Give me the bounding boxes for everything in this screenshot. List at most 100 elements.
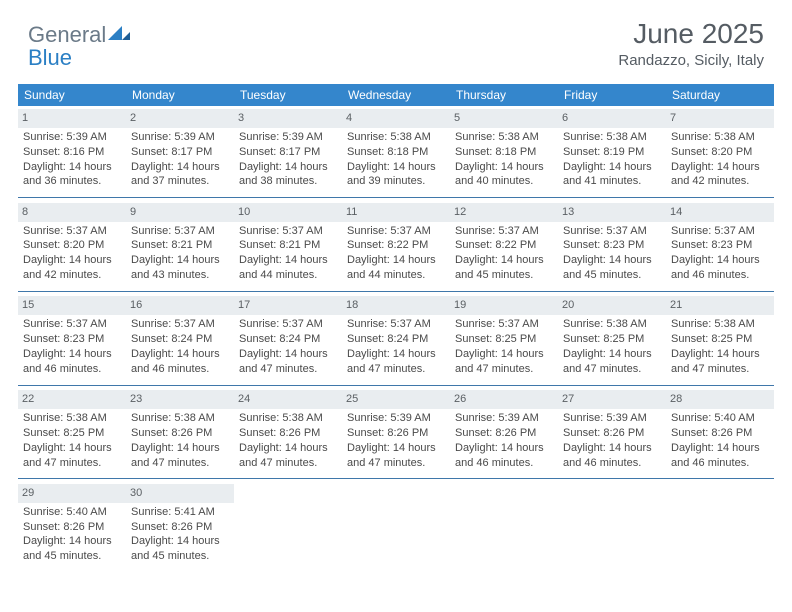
sunset-line: Sunset: 8:24 PM	[347, 332, 445, 347]
sunset-line: Sunset: 8:24 PM	[131, 332, 229, 347]
sunset-line: Sunset: 8:22 PM	[455, 238, 553, 253]
day-content: Sunrise: 5:37 AMSunset: 8:24 PMDaylight:…	[238, 317, 338, 376]
sunrise-line: Sunrise: 5:40 AM	[23, 505, 121, 520]
daylight-value: 14 hours and 42 minutes.	[671, 161, 760, 188]
sunset-line: Sunset: 8:21 PM	[239, 238, 337, 253]
sunrise-line: Sunrise: 5:37 AM	[239, 317, 337, 332]
day-content: Sunrise: 5:38 AMSunset: 8:25 PMDaylight:…	[22, 411, 122, 470]
sunset-line: Sunset: 8:26 PM	[23, 520, 121, 535]
sunrise-line: Sunrise: 5:39 AM	[239, 130, 337, 145]
daylight-value: 14 hours and 41 minutes.	[563, 161, 652, 188]
day-number: 17	[234, 296, 342, 315]
sunset-line: Sunset: 8:26 PM	[671, 426, 769, 441]
sunset-value: 8:23 PM	[603, 239, 644, 251]
day-cell: 21Sunrise: 5:38 AMSunset: 8:25 PMDayligh…	[666, 293, 774, 385]
sunrise-value: 5:37 AM	[66, 318, 106, 330]
sunset-value: 8:23 PM	[63, 333, 104, 345]
sunset-line: Sunset: 8:17 PM	[131, 145, 229, 160]
sunset-value: 8:19 PM	[603, 146, 644, 158]
day-number: 25	[342, 390, 450, 409]
weekday-header: Sunday	[18, 84, 126, 106]
day-number: 3	[234, 109, 342, 128]
sunset-line: Sunset: 8:22 PM	[347, 238, 445, 253]
daylight-line: Daylight: 14 hours and 47 minutes.	[455, 347, 553, 377]
day-cell: 7Sunrise: 5:38 AMSunset: 8:20 PMDaylight…	[666, 106, 774, 198]
sunset-line: Sunset: 8:19 PM	[563, 145, 661, 160]
sunrise-value: 5:38 AM	[174, 412, 214, 424]
day-number: 1	[18, 109, 126, 128]
sunrise-value: 5:39 AM	[606, 412, 646, 424]
daylight-line: Daylight: 14 hours and 41 minutes.	[563, 160, 661, 190]
sunset-value: 8:26 PM	[171, 427, 212, 439]
sunrise-value: 5:38 AM	[606, 318, 646, 330]
day-content: Sunrise: 5:37 AMSunset: 8:23 PMDaylight:…	[562, 224, 662, 283]
daylight-line: Daylight: 14 hours and 39 minutes.	[347, 160, 445, 190]
daylight-value: 14 hours and 47 minutes.	[563, 348, 652, 375]
sunrise-line: Sunrise: 5:38 AM	[455, 130, 553, 145]
day-content: Sunrise: 5:37 AMSunset: 8:20 PMDaylight:…	[22, 224, 122, 283]
weekday-header: Saturday	[666, 84, 774, 106]
title-block: June 2025 Randazzo, Sicily, Italy	[618, 18, 764, 69]
day-cell: 1Sunrise: 5:39 AMSunset: 8:16 PMDaylight…	[18, 106, 126, 198]
day-number: 30	[126, 484, 234, 503]
day-content: Sunrise: 5:37 AMSunset: 8:23 PMDaylight:…	[670, 224, 770, 283]
day-number: 12	[450, 203, 558, 222]
day-cell	[234, 481, 342, 572]
day-cell: 9Sunrise: 5:37 AMSunset: 8:21 PMDaylight…	[126, 200, 234, 292]
sunrise-value: 5:37 AM	[390, 225, 430, 237]
sunset-line: Sunset: 8:26 PM	[455, 426, 553, 441]
sunrise-value: 5:37 AM	[606, 225, 646, 237]
day-cell	[666, 481, 774, 572]
day-content: Sunrise: 5:37 AMSunset: 8:24 PMDaylight:…	[346, 317, 446, 376]
day-content: Sunrise: 5:39 AMSunset: 8:17 PMDaylight:…	[238, 130, 338, 189]
sunrise-value: 5:37 AM	[282, 225, 322, 237]
daylight-line: Daylight: 14 hours and 47 minutes.	[239, 441, 337, 471]
logo-text: General Blue	[28, 24, 130, 70]
sunrise-line: Sunrise: 5:38 AM	[671, 130, 769, 145]
sunset-value: 8:24 PM	[279, 333, 320, 345]
sunrise-value: 5:38 AM	[282, 412, 322, 424]
sunset-value: 8:26 PM	[279, 427, 320, 439]
sunset-value: 8:25 PM	[711, 333, 752, 345]
sunrise-value: 5:37 AM	[282, 318, 322, 330]
sunset-value: 8:24 PM	[171, 333, 212, 345]
sunrise-value: 5:37 AM	[714, 225, 754, 237]
day-content: Sunrise: 5:39 AMSunset: 8:26 PMDaylight:…	[346, 411, 446, 470]
sunset-value: 8:25 PM	[495, 333, 536, 345]
sunrise-line: Sunrise: 5:38 AM	[347, 130, 445, 145]
sunset-value: 8:18 PM	[387, 146, 428, 158]
daylight-value: 14 hours and 47 minutes.	[671, 348, 760, 375]
daylight-line: Daylight: 14 hours and 46 minutes.	[671, 441, 769, 471]
sunset-value: 8:21 PM	[171, 239, 212, 251]
sunset-value: 8:26 PM	[171, 521, 212, 533]
day-number: 15	[18, 296, 126, 315]
daylight-value: 14 hours and 40 minutes.	[455, 161, 544, 188]
day-number: 6	[558, 109, 666, 128]
daylight-line: Daylight: 14 hours and 46 minutes.	[23, 347, 121, 377]
sunrise-value: 5:38 AM	[714, 131, 754, 143]
sunrise-line: Sunrise: 5:37 AM	[239, 224, 337, 239]
sunrise-line: Sunrise: 5:38 AM	[239, 411, 337, 426]
day-content: Sunrise: 5:38 AMSunset: 8:19 PMDaylight:…	[562, 130, 662, 189]
sunset-line: Sunset: 8:18 PM	[347, 145, 445, 160]
sunrise-line: Sunrise: 5:40 AM	[671, 411, 769, 426]
sunset-value: 8:25 PM	[63, 427, 104, 439]
daylight-value: 14 hours and 47 minutes.	[347, 442, 436, 469]
sunrise-value: 5:37 AM	[498, 318, 538, 330]
sunrise-line: Sunrise: 5:38 AM	[563, 130, 661, 145]
sunset-value: 8:17 PM	[279, 146, 320, 158]
sunset-value: 8:16 PM	[63, 146, 104, 158]
logo: General Blue	[28, 18, 130, 70]
daylight-line: Daylight: 14 hours and 44 minutes.	[239, 253, 337, 283]
daylight-value: 14 hours and 47 minutes.	[347, 348, 436, 375]
sunset-line: Sunset: 8:26 PM	[131, 426, 229, 441]
sunset-line: Sunset: 8:21 PM	[131, 238, 229, 253]
weekday-header: Wednesday	[342, 84, 450, 106]
daylight-line: Daylight: 14 hours and 47 minutes.	[671, 347, 769, 377]
sunrise-line: Sunrise: 5:38 AM	[671, 317, 769, 332]
day-cell: 18Sunrise: 5:37 AMSunset: 8:24 PMDayligh…	[342, 293, 450, 385]
day-number: 16	[126, 296, 234, 315]
sunset-line: Sunset: 8:26 PM	[347, 426, 445, 441]
day-number: 5	[450, 109, 558, 128]
day-content: Sunrise: 5:38 AMSunset: 8:25 PMDaylight:…	[562, 317, 662, 376]
